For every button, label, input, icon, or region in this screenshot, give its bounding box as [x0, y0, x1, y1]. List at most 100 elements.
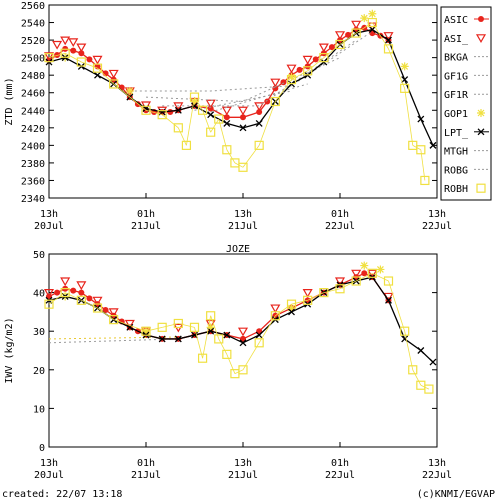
marker-link	[194, 96, 203, 111]
x-tick-date: 22Jul	[422, 470, 452, 481]
marker-link	[177, 127, 187, 146]
x-tick-date: 22Jul	[325, 470, 355, 481]
marker	[424, 384, 434, 394]
marker	[191, 331, 198, 339]
marker	[54, 52, 61, 59]
marker-link	[64, 52, 82, 63]
y-tick-label: 10	[33, 404, 45, 415]
x-tick-date: 21Jul	[228, 470, 258, 481]
legend-label: GF1G	[444, 71, 468, 82]
series-line	[162, 39, 357, 107]
marker	[303, 66, 313, 76]
marker	[270, 304, 281, 314]
marker	[141, 326, 151, 336]
marker-link	[48, 52, 66, 59]
marker-link	[355, 272, 373, 282]
marker-link	[323, 288, 341, 293]
marker-link	[339, 280, 357, 290]
marker	[286, 64, 297, 74]
marker	[385, 36, 392, 44]
marker	[318, 43, 329, 53]
marker	[239, 339, 247, 347]
marker	[351, 28, 361, 38]
marker-link	[194, 327, 203, 359]
marker	[102, 306, 109, 313]
marker	[76, 43, 87, 53]
x-tick-label: 01h	[331, 458, 349, 469]
marker	[345, 31, 352, 38]
marker	[60, 277, 71, 287]
x-tick-label: 13h	[428, 209, 446, 220]
marker	[270, 78, 281, 88]
x-tick-label: 01h	[331, 209, 349, 220]
marker	[255, 331, 263, 339]
marker-link	[218, 118, 228, 150]
marker	[70, 47, 77, 54]
y-tick-label: 2380	[21, 159, 45, 170]
marker	[140, 101, 152, 111]
marker	[44, 299, 54, 309]
marker	[368, 9, 377, 18]
x-tick-label: 13h	[40, 458, 58, 469]
marker	[416, 145, 426, 155]
footer-created: created: 22/07 13:18	[2, 489, 122, 500]
legend-label: MTGH	[444, 147, 468, 158]
marker	[43, 289, 55, 298]
x-tick-date: 21Jul	[131, 221, 161, 232]
marker	[376, 265, 385, 274]
x-tick-date: 21Jul	[228, 221, 258, 232]
series-line	[210, 83, 308, 113]
marker	[319, 53, 329, 63]
marker-link	[226, 354, 236, 374]
marker	[141, 105, 151, 115]
x-tick-label: 01h	[137, 209, 155, 220]
series-line	[129, 30, 373, 92]
marker	[174, 106, 182, 114]
marker-link	[388, 280, 406, 332]
marker	[477, 128, 485, 136]
marker-link	[291, 70, 308, 80]
marker	[264, 98, 271, 105]
legend-label: ROBH	[444, 184, 468, 195]
marker	[181, 140, 192, 150]
marker	[286, 74, 297, 85]
marker	[92, 303, 103, 313]
marker	[360, 261, 369, 270]
marker-link	[178, 323, 195, 328]
marker-link	[145, 109, 163, 116]
marker-link	[323, 44, 341, 58]
marker	[312, 56, 319, 63]
marker	[335, 39, 345, 50]
marker	[254, 338, 264, 348]
marker	[238, 365, 248, 375]
marker	[60, 48, 70, 58]
marker	[367, 269, 378, 279]
marker	[223, 119, 231, 127]
marker-link	[210, 118, 220, 133]
footer-credit: (c)KNMI/EGVAP	[417, 489, 495, 500]
marker	[420, 175, 430, 186]
marker	[383, 44, 394, 54]
marker	[400, 62, 409, 71]
marker	[328, 44, 335, 51]
marker	[478, 16, 484, 22]
marker-link	[113, 83, 147, 111]
marker-link	[81, 299, 98, 309]
marker	[221, 106, 232, 116]
marker	[385, 296, 392, 304]
series-line	[48, 28, 434, 146]
marker-link	[412, 369, 422, 386]
marker	[417, 115, 425, 123]
marker	[60, 36, 71, 46]
marker	[86, 295, 93, 302]
marker	[429, 141, 437, 149]
x-tick-label: 13h	[234, 458, 252, 469]
y-tick-label: 2500	[21, 54, 45, 65]
marker	[222, 349, 232, 359]
marker	[255, 119, 263, 127]
marker	[92, 63, 103, 73]
marker	[335, 284, 345, 294]
marker	[477, 109, 485, 117]
marker	[207, 111, 215, 119]
y-tick-label: 2540	[21, 19, 45, 30]
